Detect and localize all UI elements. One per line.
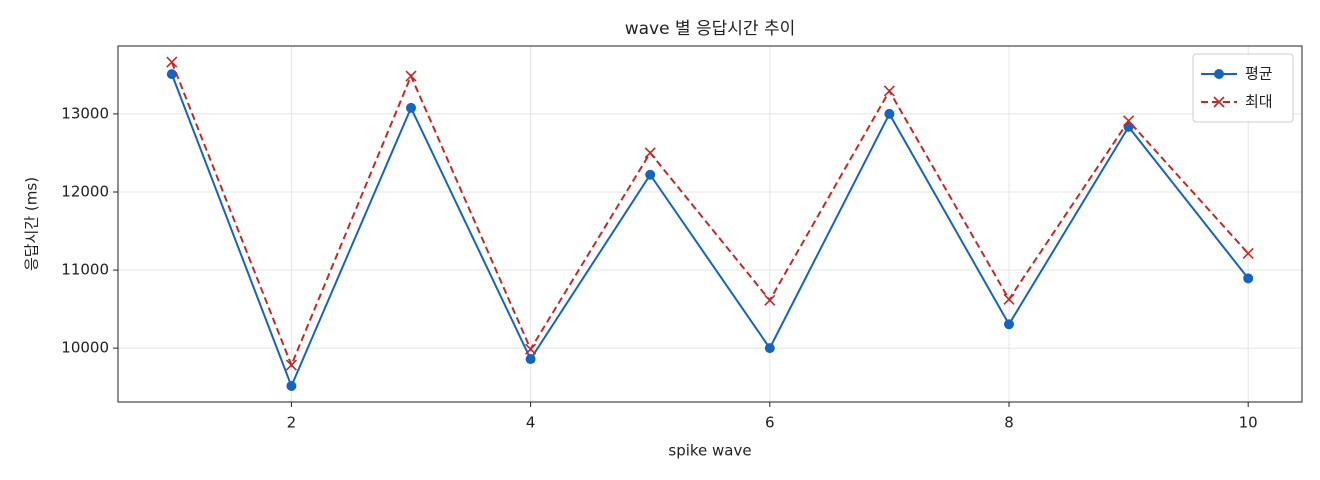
data-point bbox=[1003, 319, 1014, 330]
y-tick-label: 11000 bbox=[61, 261, 109, 279]
x-tick-label: 4 bbox=[526, 414, 536, 432]
data-point bbox=[1123, 115, 1135, 127]
data-point bbox=[1242, 247, 1254, 259]
y-tick-label: 10000 bbox=[61, 339, 109, 357]
x-tick-label: 2 bbox=[287, 414, 297, 432]
y-tick-label: 12000 bbox=[61, 182, 109, 200]
x-axis-label: spike wave bbox=[668, 442, 751, 460]
chart-title: wave 별 응답시간 추이 bbox=[625, 19, 796, 39]
legend-label: 최대 bbox=[1245, 93, 1273, 111]
data-point bbox=[764, 343, 775, 354]
x-tick-label: 10 bbox=[1239, 414, 1258, 432]
data-point bbox=[286, 380, 297, 391]
data-point bbox=[1003, 293, 1015, 305]
plot-frame bbox=[117, 45, 1303, 403]
legend-marker bbox=[1213, 96, 1225, 108]
data-point bbox=[644, 147, 656, 159]
y-tick-label: 13000 bbox=[61, 104, 109, 122]
legend-box bbox=[1192, 53, 1294, 123]
legend-marker bbox=[1214, 69, 1224, 79]
x-tick-label: 6 bbox=[765, 414, 775, 432]
data-point bbox=[166, 56, 178, 68]
legend-label: 평균 bbox=[1245, 65, 1273, 83]
data-point bbox=[1243, 273, 1254, 284]
data-point bbox=[764, 294, 776, 306]
data-point bbox=[406, 102, 417, 113]
data-point bbox=[645, 169, 656, 180]
series-line bbox=[170, 73, 1249, 389]
x-tick-label: 8 bbox=[1004, 414, 1014, 432]
data-point bbox=[525, 354, 536, 365]
data-point bbox=[883, 85, 895, 97]
series-line bbox=[170, 61, 1249, 368]
data-point bbox=[285, 359, 297, 371]
y-axis-label: 응답시간 (ms) bbox=[23, 177, 41, 271]
data-point bbox=[525, 343, 537, 355]
data-point bbox=[884, 108, 895, 119]
data-point bbox=[405, 70, 417, 82]
data-point bbox=[166, 69, 177, 80]
